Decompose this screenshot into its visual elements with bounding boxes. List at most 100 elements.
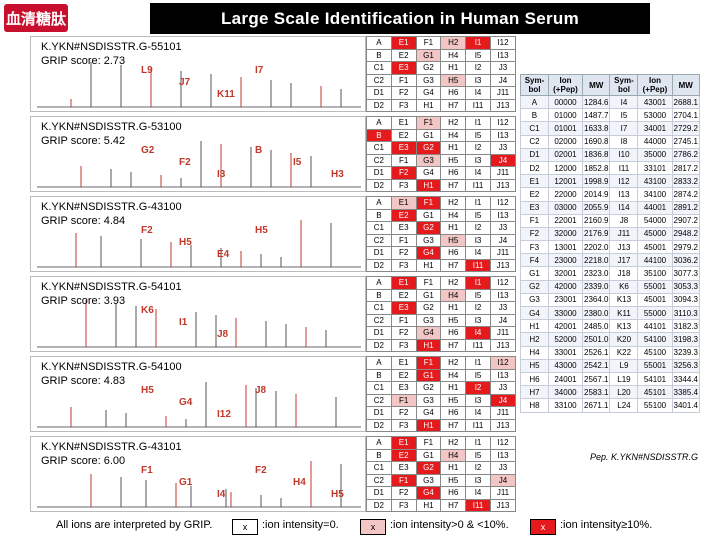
symbol-table-cell: H2 [520,332,549,347]
ion-cell: C1 [366,461,392,475]
spectrum-plot [37,300,361,348]
ion-cell: E1 [390,36,417,50]
ion-cell: F3 [390,418,417,432]
ion-cell: F3 [390,258,417,272]
symbol-table-cell: 00000 [547,94,584,110]
ion-cell: C1 [366,61,392,75]
ion-cell: J3 [489,301,517,315]
table-row: F4 23000 2218.0 J17 44100 3036.2 [520,253,700,268]
ion-cell: J4 [489,393,517,407]
symbol-table-cell: H4 [520,345,549,360]
symbol-table-cell: F4 [520,253,549,268]
ion-cell: H6 [440,86,467,100]
ion-label: I4 [217,489,226,500]
symbol-table-cell: 2014.9 [582,187,611,202]
symbol-table-cell: 23001 [547,292,584,308]
ion-cell: F1 [390,153,417,167]
symbol-table-cell: L19 [609,371,639,387]
symbol-table-cell: 2364.0 [582,292,611,308]
table-row: H2 52000 2501.0 K20 54100 3198.3 [520,332,700,347]
ion-cell: E3 [390,461,417,475]
ion-cell: I1 [465,36,491,50]
symbol-table-cell: 24001 [547,371,584,387]
ion-cell: H5 [440,473,467,487]
ion-label: H5 [255,225,268,236]
spectrum-plot [37,382,361,428]
symbol-table-cell: L9 [609,358,639,373]
symbol-table-cell: 2891.2 [671,200,700,215]
ion-cell: H5 [440,233,467,247]
ion-cell: F1 [415,356,442,370]
ion-cell: J13 [489,498,517,512]
ion-cell: H4 [440,48,467,62]
logo: 血清糖肽 [4,4,68,32]
ion-cell: F1 [415,36,442,50]
ion-grid: A E1 F1 H2 I1 I12 B E2 G1 H4 I5 I13 C1 E3 G2 H1 I2 J3 C2 F1… [366,36,517,112]
ion-cell: H4 [440,368,467,382]
ion-cell: J4 [489,73,517,87]
grip-score: GRIP score: 3.93 [41,295,126,307]
symbol-table-cell: 55001 [637,279,673,294]
ion-cell: H5 [440,393,467,407]
ion-cell: J13 [489,258,517,272]
table-row: F1 22001 2160.9 J8 54000 2907.2 [520,213,700,228]
spectrum-title: K.YKN#NSDISSTR.G-43100 [41,201,182,213]
symbol-table-cell: K13 [609,292,639,308]
ion-label: G4 [179,397,193,408]
symbol-table-cell: 2786.2 [671,147,700,162]
symbol-table-cell: G1 [520,266,549,281]
symbol-table-cell: B [520,108,549,123]
symbol-table-cell: C1 [520,121,549,136]
symbol-table-cell: 44101 [637,319,673,334]
symbol-table-cell: 2833.2 [671,174,700,189]
symbol-table-cell: 2567.1 [582,371,611,387]
ion-cell: G2 [415,381,442,395]
symbol-table-cell: 2729.2 [671,121,700,136]
symbol-table-cell: 22000 [547,187,584,202]
ion-cell: I2 [465,141,491,155]
ion-cell: H5 [440,313,467,327]
ion-cell: G1 [415,208,442,222]
ion-label: J8 [255,385,267,396]
ion-cell: G4 [415,86,442,100]
symbol-table-cell: 2817.2 [671,160,700,176]
symbol-table-cell: E1 [520,174,549,189]
legend-box-high: x [530,519,556,535]
symbol-table-cell: 1487.7 [582,108,611,123]
ion-cell: I1 [465,436,491,450]
ion-cell: G3 [415,233,442,247]
symbol-table-cell: 2979.2 [671,240,700,255]
symbol-table-cell: C2 [520,134,549,149]
symbol-table-cell: 34001 [637,121,673,136]
symbol-table-cell: 33000 [547,305,584,321]
symbol-table-cell: 01000 [547,108,584,123]
legend-text-high: :ion intensity≥10%. [560,519,653,531]
symbol-table-cell: 44100 [637,253,673,268]
symbol-table-cell: J8 [609,213,639,228]
ion-label: H5 [141,385,154,396]
ion-cell: I4 [465,326,491,340]
ion-cell: C2 [366,473,392,487]
ion-cell: I11 [465,258,491,272]
symbol-table-header: MW [582,74,611,96]
ion-cell: G4 [415,406,442,420]
ion-cell: J13 [489,178,517,192]
ion-cell: I12 [489,196,517,210]
table-row: B 01000 1487.7 I5 53000 2704.1 [520,108,700,123]
ion-cell: F2 [390,86,417,100]
peptide-label: Pep. K.YKN#NSDISSTR.G [590,452,699,462]
ion-cell: A [366,196,392,210]
symbol-table-cell: L24 [609,398,639,413]
ion-cell: F3 [390,338,417,352]
ion-cell: G2 [415,301,442,315]
symbol-table-cell: 1852.8 [582,160,611,176]
ion-cell: J11 [489,406,517,420]
symbol-table-cell: 2485.0 [582,319,611,334]
symbol-table-cell: 42000 [547,279,584,294]
ion-grid: A E1 F1 H2 I1 I12 B E2 G1 H4 I5 I13 C1 E3 G2 H1 I2 J3 C2 F1… [366,436,517,512]
symbol-table-cell: 2688.1 [671,94,700,110]
ion-cell: I1 [465,276,491,290]
ion-cell: J11 [489,246,517,260]
table-row: H6 24001 2567.1 L19 54101 3344.4 [520,371,700,387]
symbol-table-cell: 3094.3 [671,292,700,308]
